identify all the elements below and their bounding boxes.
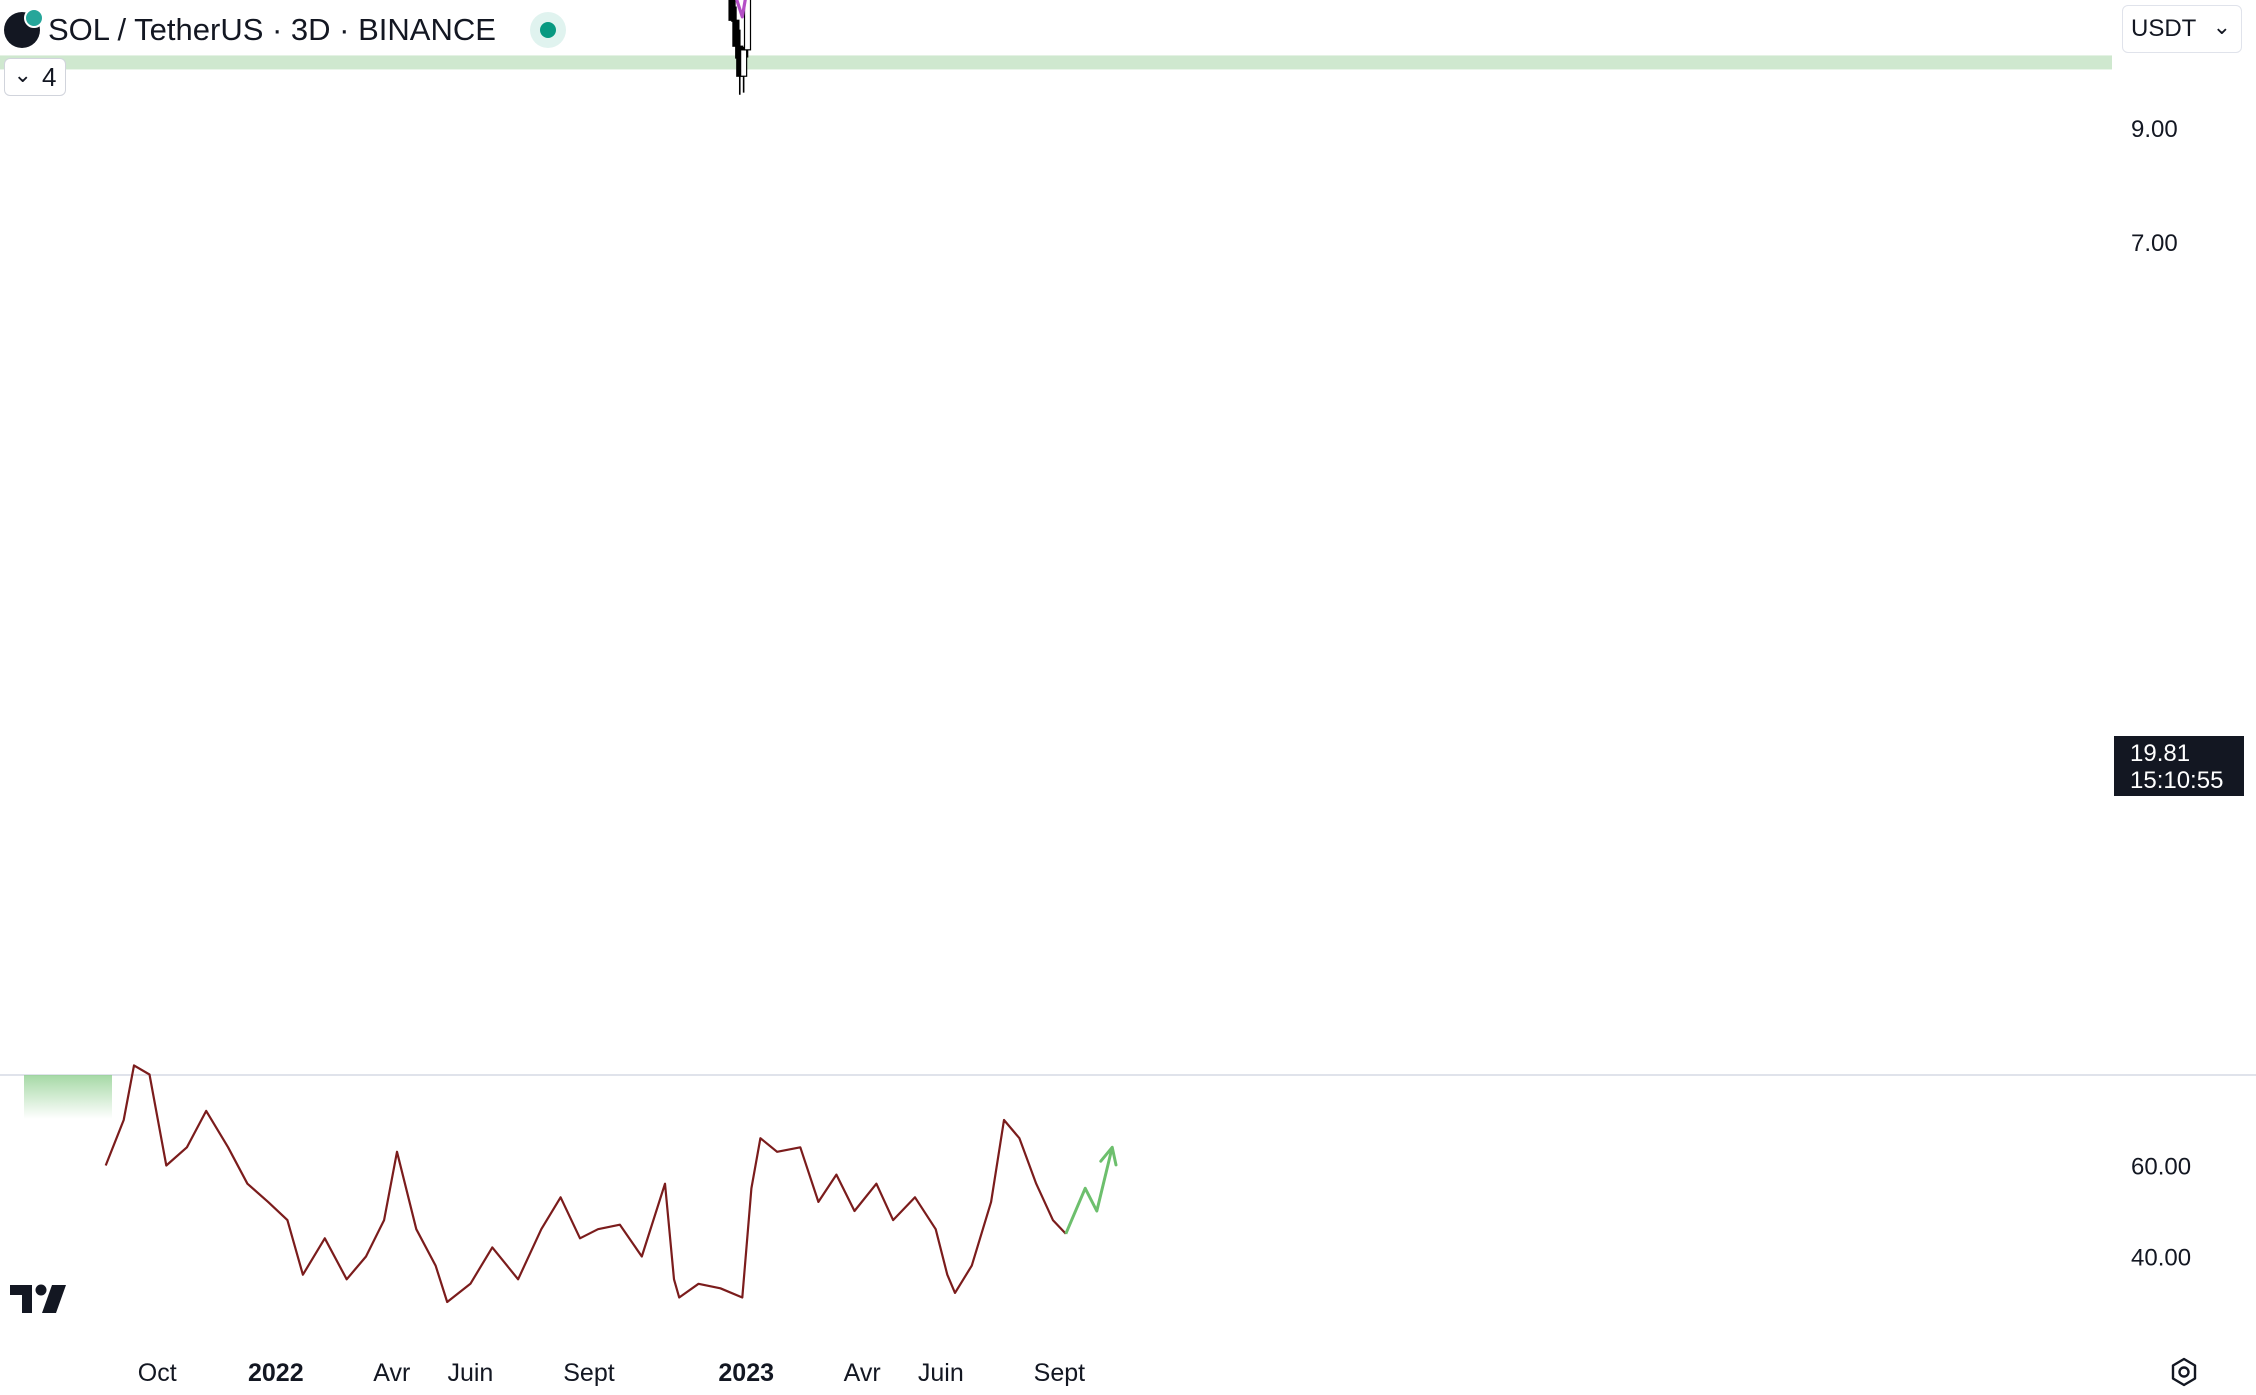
time-axis-label: Avr: [373, 1359, 410, 1387]
rsi-axis-label: 40.00: [2131, 1245, 2191, 1272]
last-price-tag: 19.81 15:10:55: [2114, 736, 2244, 796]
time-axis-label: Juin: [918, 1359, 964, 1387]
time-axis-label: 2023: [718, 1359, 774, 1387]
candle: [743, 0, 752, 58]
overbought-fill: [24, 1075, 112, 1119]
candle-body: [728, 0, 736, 21]
chevron-down-icon: ⌄: [2212, 14, 2231, 39]
time-axis-label: Sept: [1034, 1359, 1085, 1387]
arrow-head-icon: [1099, 1145, 1118, 1167]
candle: [732, 6, 740, 59]
last-price: 19.81: [2130, 740, 2191, 767]
rsi-axis-label: 60.00: [2131, 1154, 2191, 1181]
candle-body: [732, 19, 740, 47]
time-axis-label: Juin: [447, 1359, 493, 1387]
candle-body: [740, 49, 748, 77]
time-axis-label: 2022: [248, 1359, 304, 1387]
market-status-indicator[interactable]: [529, 12, 566, 48]
indicator-count: 4: [41, 61, 57, 92]
price-zones: [0, 55, 2112, 70]
rsi-line: [104, 1064, 1067, 1304]
tradingview-symbol-icon: [4, 8, 44, 48]
rsi-projection: [1064, 1146, 1114, 1235]
indicators-toggle-button[interactable]: ⌄ 4: [4, 58, 66, 96]
time-axis-label: Avr: [844, 1359, 881, 1387]
market-status-dot-icon: [539, 22, 556, 38]
currency-select[interactable]: USDT ⌄: [2122, 5, 2242, 53]
rsi-pane: [24, 1064, 1118, 1304]
price-axis-label: 7.00: [2131, 230, 2178, 257]
symbol-title: SOL / TetherUS · 3D · BINANCE: [48, 12, 496, 47]
symbol-header[interactable]: SOL / TetherUS · 3D · BINANCE: [4, 8, 566, 52]
price-axis-label: 9.00: [2131, 116, 2178, 143]
bar-countdown: 15:10:55: [2130, 767, 2224, 794]
candle: [728, 0, 736, 22]
settings-icon[interactable]: [2168, 1356, 2200, 1388]
candle: [740, 46, 748, 93]
axes: 240.00180.00140.00110.0080.0060.0044.003…: [138, 5, 2191, 1387]
support-zone: [0, 55, 2112, 70]
time-axis-label: Oct: [138, 1359, 177, 1387]
candle-body: [743, 0, 752, 51]
currency-value: USDT: [2131, 15, 2197, 42]
candlestick-series: [728, 0, 752, 95]
tradingview-logo[interactable]: [8, 1282, 72, 1316]
chevron-down-icon: ⌄: [13, 62, 32, 87]
time-axis-label: Sept: [563, 1359, 614, 1387]
